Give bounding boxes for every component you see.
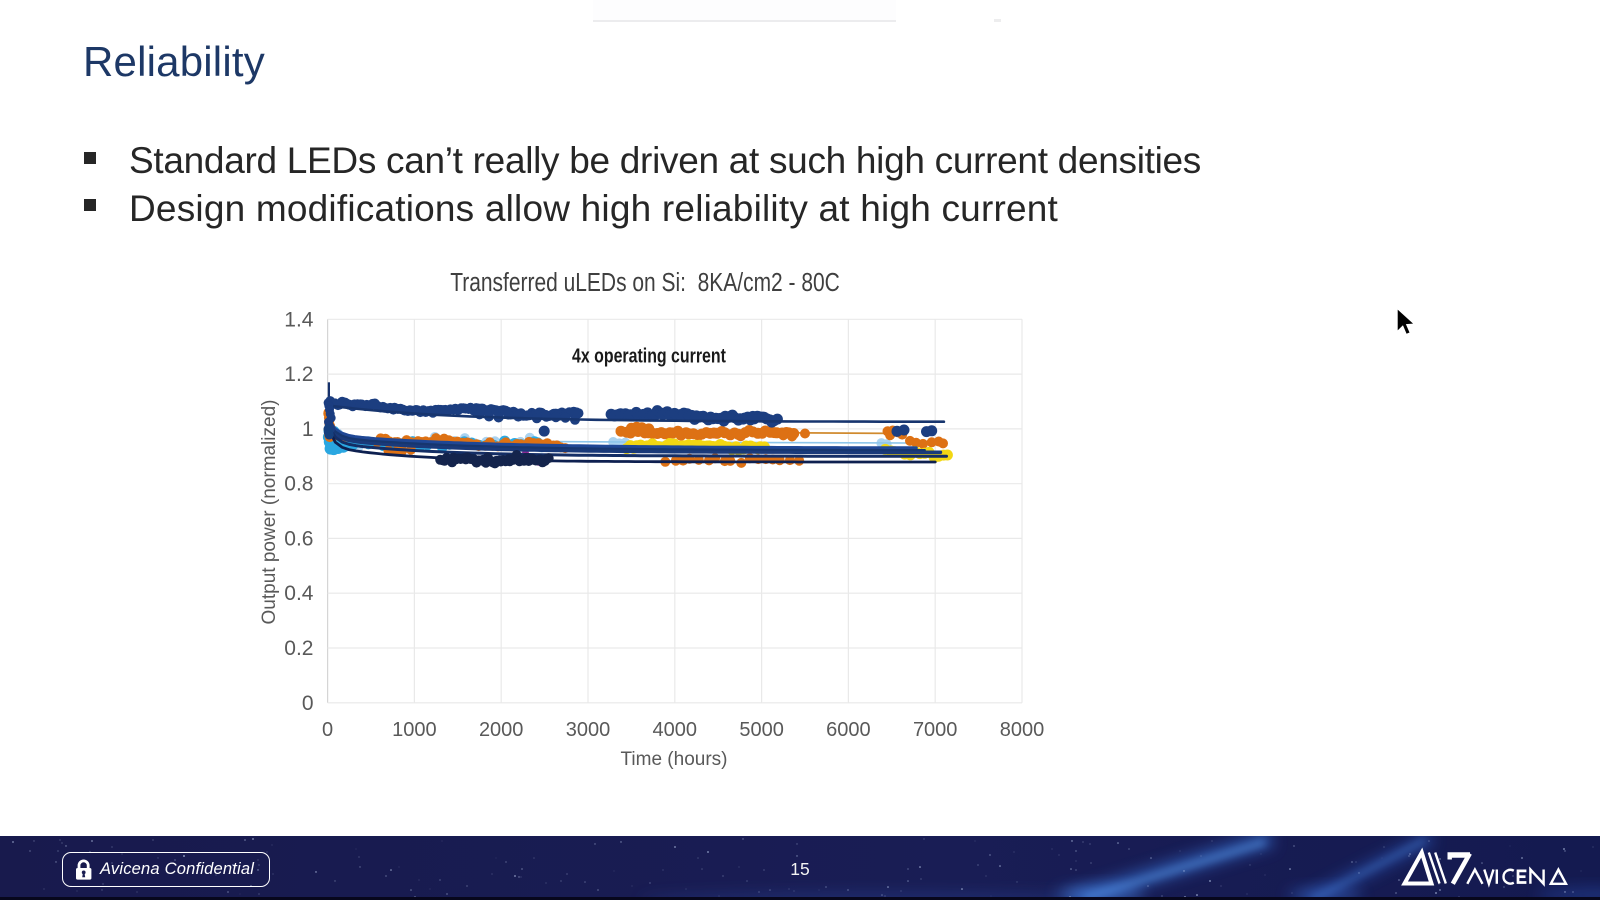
svg-text:0: 0 (302, 692, 314, 715)
svg-text:Transferred uLEDs on Si: 8KA/: Transferred uLEDs on Si: 8KA/cm2 - 80C (450, 269, 840, 298)
svg-text:2000: 2000 (479, 719, 524, 741)
svg-text:1: 1 (302, 418, 314, 441)
svg-text:0.8: 0.8 (284, 473, 313, 496)
svg-text:0.2: 0.2 (284, 637, 313, 660)
svg-text:Time (hours): Time (hours) (621, 749, 728, 770)
svg-text:8000: 8000 (1000, 719, 1045, 741)
svg-text:1.2: 1.2 (284, 363, 313, 386)
svg-text:6000: 6000 (826, 719, 871, 741)
svg-text:0.6: 0.6 (284, 527, 313, 550)
svg-text:7000: 7000 (913, 719, 958, 741)
svg-text:4x operating current: 4x operating current (572, 344, 726, 367)
svg-text:Output power (normalized): Output power (normalized) (259, 400, 280, 625)
svg-text:3000: 3000 (566, 719, 611, 741)
svg-text:0: 0 (322, 719, 333, 741)
svg-text:4000: 4000 (653, 719, 698, 741)
svg-text:1.4: 1.4 (284, 308, 314, 331)
svg-text:1000: 1000 (392, 719, 437, 741)
svg-text:0.4: 0.4 (284, 582, 314, 605)
svg-text:5000: 5000 (739, 719, 784, 741)
